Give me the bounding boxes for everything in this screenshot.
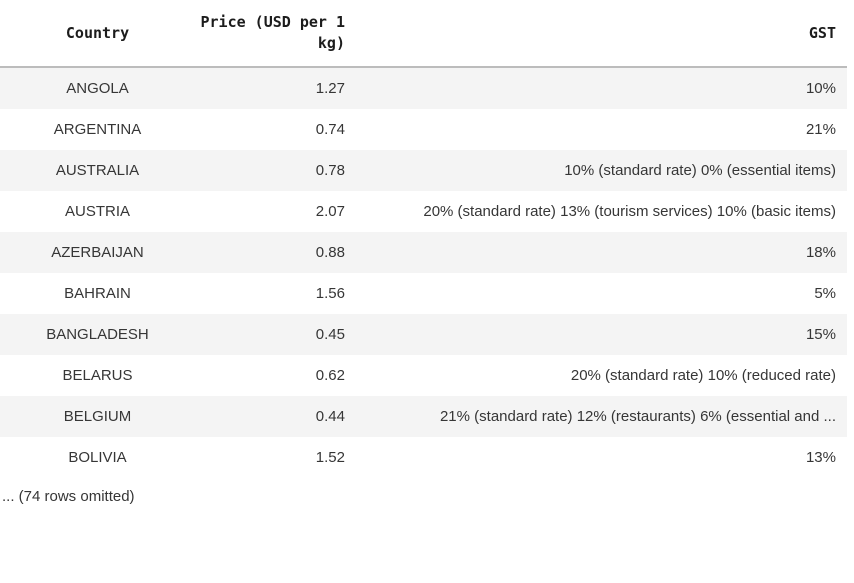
gst-cell: 13% xyxy=(805,449,836,466)
price-cell: 0.78 xyxy=(315,162,345,179)
table-header: Country Price (USD per 1 kg) GST xyxy=(0,0,847,68)
table-row: BELARUS 0.62 20% (standard rate) 10% (re… xyxy=(0,355,847,396)
table-row: AUSTRIA 2.07 20% (standard rate) 13% (to… xyxy=(0,191,847,232)
country-cell: AUSTRALIA xyxy=(55,162,140,179)
price-cell: 2.07 xyxy=(315,203,345,220)
price-cell: 0.44 xyxy=(315,408,345,425)
table-row: ARGENTINA 0.74 21% xyxy=(0,109,847,150)
gst-column-header: GST xyxy=(345,0,847,68)
table-body: ANGOLA 1.27 10% ARGENTINA 0.74 21% AUSTR… xyxy=(0,67,847,478)
country-cell: BAHRAIN xyxy=(64,285,131,302)
country-price-gst-table: Country Price (USD per 1 kg) GST ANGOLA … xyxy=(0,0,847,478)
price-cell: 0.45 xyxy=(315,326,345,343)
country-cell: ARGENTINA xyxy=(53,121,142,138)
gst-cell: 20% (standard rate) 10% (reduced rate) xyxy=(570,367,836,384)
country-cell: BELGIUM xyxy=(63,408,132,425)
table-row: AUSTRALIA 0.78 10% (standard rate) 0% (e… xyxy=(0,150,847,191)
table-row: BAHRAIN 1.56 5% xyxy=(0,273,847,314)
price-column-header: Price (USD per 1 kg) xyxy=(195,0,345,68)
gst-cell: 20% (standard rate) 13% (tourism service… xyxy=(423,203,836,220)
gst-cell: 10% (standard rate) 0% (essential items) xyxy=(564,162,836,179)
country-cell: AUSTRIA xyxy=(64,203,130,220)
country-cell: AZERBAIJAN xyxy=(51,244,144,261)
header-row: Country Price (USD per 1 kg) GST xyxy=(0,0,847,68)
table-row: AZERBAIJAN 0.88 18% xyxy=(0,232,847,273)
price-cell: 1.56 xyxy=(315,285,345,302)
table-page: Country Price (USD per 1 kg) GST ANGOLA … xyxy=(0,0,847,505)
gst-cell: 10% xyxy=(805,80,836,97)
country-cell: BELARUS xyxy=(62,367,133,384)
gst-cell: 21% (standard rate) 12% (restaurants) 6%… xyxy=(439,408,836,425)
price-cell: 1.27 xyxy=(315,80,345,97)
price-cell: 0.62 xyxy=(315,367,345,384)
country-column-header: Country xyxy=(0,0,195,68)
table-row: BANGLADESH 0.45 15% xyxy=(0,314,847,355)
country-cell: BOLIVIA xyxy=(68,449,127,466)
country-cell: BANGLADESH xyxy=(46,326,149,343)
gst-cell: 5% xyxy=(814,285,836,302)
price-cell: 0.88 xyxy=(315,244,345,261)
gst-cell: 21% xyxy=(805,121,836,138)
table-row: BOLIVIA 1.52 13% xyxy=(0,437,847,478)
price-cell: 0.74 xyxy=(315,121,345,138)
table-row: ANGOLA 1.27 10% xyxy=(0,67,847,109)
rows-omitted-note: ... (74 rows omitted) xyxy=(2,488,135,505)
price-cell: 1.52 xyxy=(315,449,345,466)
gst-cell: 15% xyxy=(805,326,836,343)
country-cell: ANGOLA xyxy=(66,80,129,97)
gst-cell: 18% xyxy=(805,244,836,261)
table-row: BELGIUM 0.44 21% (standard rate) 12% (re… xyxy=(0,396,847,437)
